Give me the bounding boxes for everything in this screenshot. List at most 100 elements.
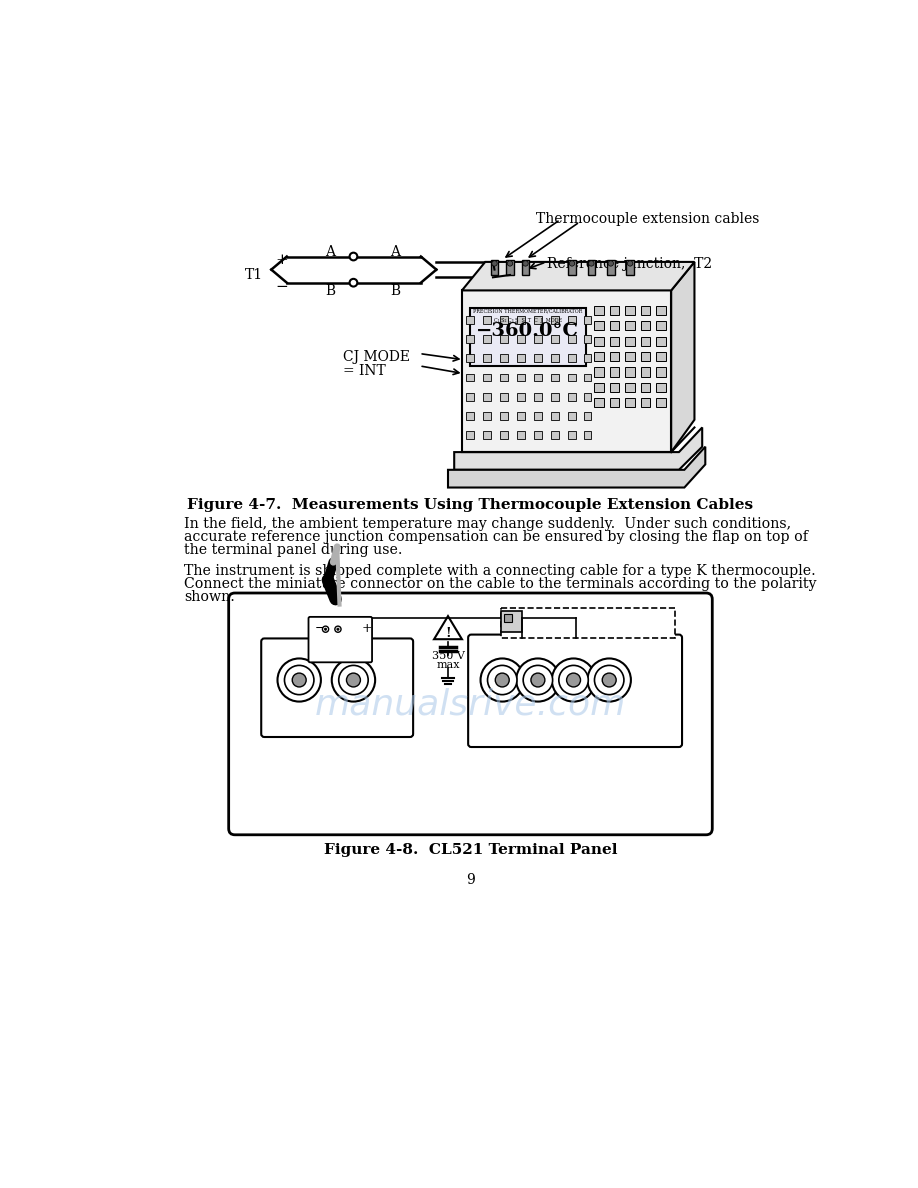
Bar (584, 335, 591, 343)
Polygon shape (434, 617, 462, 639)
Text: B: B (390, 284, 400, 298)
FancyBboxPatch shape (229, 593, 712, 835)
Bar (568, 393, 576, 400)
Circle shape (346, 674, 361, 687)
Circle shape (508, 260, 513, 266)
Polygon shape (454, 428, 702, 469)
Bar (607, 260, 615, 274)
Text: A: A (390, 245, 400, 259)
Circle shape (335, 626, 341, 632)
Text: CJ MODE: CJ MODE (343, 350, 410, 365)
Bar (517, 316, 525, 323)
Bar (534, 431, 542, 440)
Text: +: + (361, 621, 372, 634)
Bar (462, 290, 671, 453)
Circle shape (292, 674, 307, 687)
Bar (588, 260, 595, 274)
Bar (568, 316, 576, 323)
Bar (534, 412, 542, 419)
Bar (551, 335, 559, 343)
Text: Figure 4-7.  Measurements Using Thermocouple Extension Cables: Figure 4-7. Measurements Using Thermocou… (187, 498, 754, 512)
Bar (551, 412, 559, 419)
Bar (504, 614, 511, 621)
Text: +: + (275, 253, 288, 266)
Bar (517, 373, 525, 381)
Bar (500, 611, 522, 632)
Text: manualsrive.com: manualsrive.com (315, 688, 626, 721)
Bar (625, 367, 634, 377)
Circle shape (588, 658, 631, 702)
Bar (595, 367, 604, 377)
Bar (534, 373, 542, 381)
Circle shape (350, 279, 357, 286)
Text: −: − (275, 279, 288, 293)
Circle shape (595, 665, 624, 695)
Bar (483, 412, 490, 419)
Bar (595, 321, 604, 330)
Bar (500, 373, 508, 381)
Circle shape (322, 626, 329, 632)
Bar (465, 393, 474, 400)
Circle shape (522, 260, 528, 266)
Bar (500, 393, 508, 400)
Bar (610, 321, 620, 330)
Circle shape (487, 665, 517, 695)
Text: Ω . Pt100  In: Ω . Pt100 In (531, 721, 620, 734)
Polygon shape (671, 261, 694, 453)
Circle shape (602, 674, 616, 687)
Circle shape (350, 253, 357, 260)
Circle shape (496, 674, 509, 687)
Text: The instrument is shipped complete with a connecting cable for a type K thermoco: The instrument is shipped complete with … (185, 564, 816, 577)
Bar (610, 398, 620, 407)
Circle shape (531, 674, 545, 687)
Circle shape (277, 658, 321, 702)
Bar (568, 373, 576, 381)
Bar (483, 354, 490, 362)
Text: −360.0°C: −360.0°C (476, 322, 579, 340)
Text: max: max (436, 661, 460, 670)
Bar (568, 412, 576, 419)
Bar (610, 352, 620, 361)
Text: Thermocouple extension cables: Thermocouple extension cables (535, 211, 759, 226)
Bar (625, 321, 634, 330)
Bar (656, 383, 666, 392)
Bar (517, 412, 525, 419)
Bar (641, 336, 650, 346)
Bar (534, 393, 542, 400)
Text: T1: T1 (245, 268, 263, 282)
Bar (625, 336, 634, 346)
Circle shape (523, 665, 553, 695)
Bar (584, 354, 591, 362)
Bar (610, 367, 620, 377)
Text: Reference junction,  T2: Reference junction, T2 (547, 257, 712, 271)
Text: accurate reference junction compensation can be ensured by closing the flap on t: accurate reference junction compensation… (185, 530, 809, 544)
Circle shape (516, 658, 560, 702)
Circle shape (569, 260, 575, 266)
Bar (551, 316, 559, 323)
Bar (483, 335, 490, 343)
Bar (595, 398, 604, 407)
Bar (517, 431, 525, 440)
Bar (465, 316, 474, 323)
Circle shape (339, 665, 368, 695)
Bar (641, 352, 650, 361)
Bar (626, 260, 634, 274)
Bar (500, 335, 508, 343)
Bar (483, 373, 490, 381)
Bar (584, 316, 591, 323)
Bar (641, 367, 650, 377)
Polygon shape (448, 447, 705, 487)
Bar (465, 373, 474, 381)
Bar (506, 260, 514, 274)
Bar (610, 305, 620, 315)
Circle shape (480, 658, 524, 702)
Bar (551, 373, 559, 381)
Bar (568, 354, 576, 362)
Text: Connect the miniature connector on the cable to the terminals according to the p: Connect the miniature connector on the c… (185, 577, 817, 590)
Bar (534, 335, 542, 343)
Bar (584, 431, 591, 440)
Text: −: − (315, 621, 325, 634)
Bar (656, 305, 666, 315)
Bar (551, 431, 559, 440)
Bar (500, 316, 508, 323)
